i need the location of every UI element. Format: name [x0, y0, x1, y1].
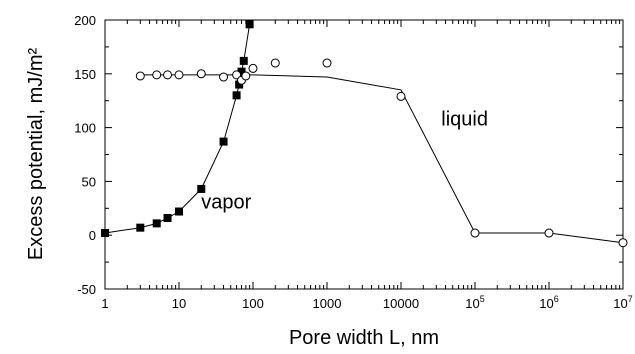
x-tick-label: 10000: [383, 296, 419, 311]
x-tick-label: 1000: [313, 296, 342, 311]
plot-frame: [104, 19, 624, 290]
vapor-point: [239, 56, 248, 65]
x-tick-label: 107: [613, 294, 632, 311]
liquid-point: [270, 58, 280, 68]
vapor-point: [163, 213, 172, 222]
x-tick-label: 100: [242, 296, 264, 311]
x-tick-label: 105: [465, 294, 484, 311]
liquid-point: [174, 70, 184, 80]
liquid-point: [219, 72, 229, 82]
liquid-point: [396, 91, 406, 101]
y-tick-label: 200: [74, 13, 96, 28]
liquid-point: [163, 70, 173, 80]
liquid-point: [248, 63, 258, 73]
liquid-point: [618, 238, 628, 248]
y-tick-label: 150: [74, 67, 96, 82]
axis-ticks: [104, 19, 624, 290]
data-marks: [101, 20, 628, 248]
vapor-point: [152, 219, 161, 228]
vapor-point: [136, 223, 145, 232]
y-tick-label: -50: [77, 282, 96, 297]
x-axis-title: Pore width L, nm: [289, 327, 439, 349]
x-tick-label: 106: [539, 294, 558, 311]
liquid-point: [322, 58, 332, 68]
annotation-liquid: liquid: [441, 108, 488, 130]
liquid-point: [544, 228, 554, 238]
vapor-point: [101, 229, 109, 238]
annotation-vapor: vapor: [201, 191, 251, 213]
liquid-point: [135, 71, 145, 81]
y-tick-label: 100: [74, 121, 96, 136]
y-axis-title: Excess potential, mJ/m²: [25, 48, 47, 261]
tick-labels: 1 10 100 1000 10000 105 106 107 -50 0 50 100 150 200: [74, 13, 632, 311]
x-tick-label: 10: [172, 296, 186, 311]
liquid-fit-line: [140, 74, 624, 244]
vapor-point: [245, 20, 254, 29]
vapor-point: [219, 137, 228, 146]
liquid-point: [241, 71, 251, 81]
liquid-point: [152, 70, 162, 80]
vapor-point: [232, 91, 241, 100]
y-tick-label: 50: [82, 174, 96, 189]
x-tick-label: 1: [101, 296, 108, 311]
vapor-point: [175, 207, 183, 216]
liquid-point: [196, 69, 206, 79]
y-tick-label: 0: [89, 228, 96, 243]
vapor-point: [197, 184, 206, 193]
liquid-point: [470, 228, 480, 238]
vapor-point: [237, 67, 246, 76]
annotations: vapor liquid: [201, 108, 488, 213]
vapor-point: [235, 80, 244, 89]
